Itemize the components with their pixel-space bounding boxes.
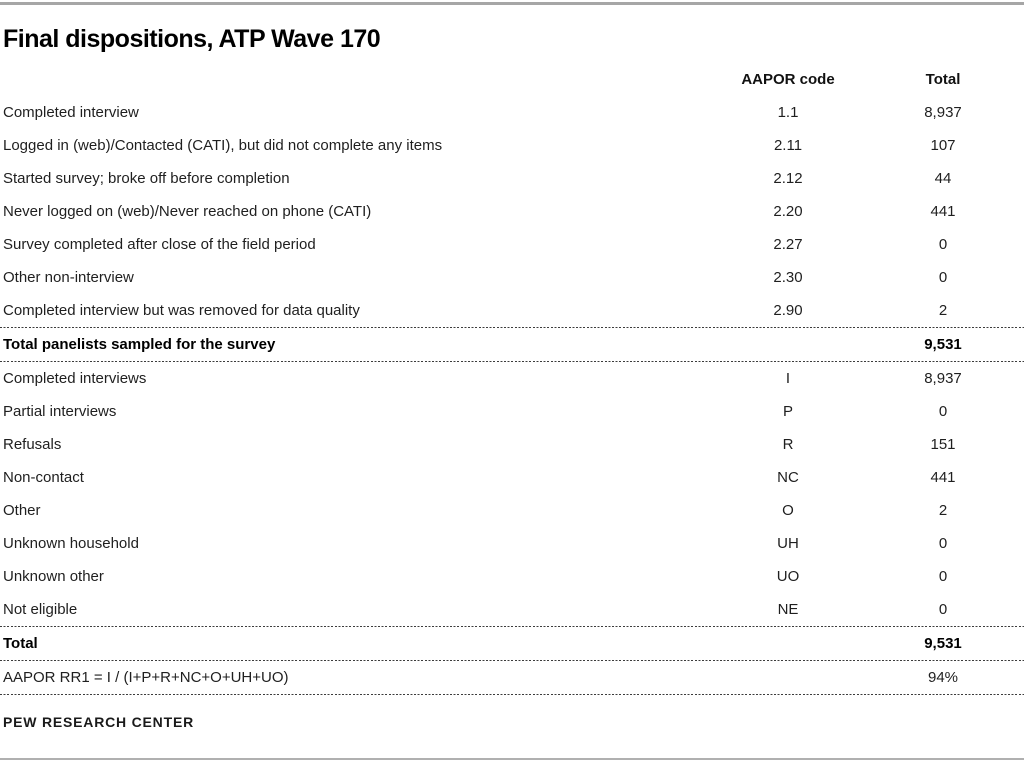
section-separator — [0, 694, 1024, 695]
row-total: 0 — [938, 269, 948, 286]
row-total: 9,531 — [924, 336, 962, 353]
table-row: Total 9,531 — [0, 627, 1024, 660]
row-aapor-code: NC — [777, 469, 799, 486]
row-aapor-code: UH — [777, 535, 799, 552]
table-row: AAPOR RR1 = I / (I+P+R+NC+O+UH+UO) 94% — [0, 661, 1024, 694]
row-label: Non-contact — [3, 469, 84, 486]
row-label: Completed interviews — [3, 370, 147, 387]
row-aapor-code: I — [785, 370, 791, 387]
row-total: 94% — [927, 669, 959, 686]
top-divider — [0, 2, 1024, 5]
row-label: Never logged on (web)/Never reached on p… — [3, 203, 372, 220]
row-total: 107 — [930, 137, 956, 154]
row-aapor-code: 1.1 — [777, 104, 799, 121]
header-aapor-code: AAPOR code — [741, 70, 835, 88]
row-label: Total panelists sampled for the survey — [3, 336, 276, 353]
row-total: 441 — [930, 203, 956, 220]
row-total: 151 — [930, 436, 956, 453]
row-aapor-code: 2.12 — [773, 170, 803, 187]
row-aapor-code: 2.27 — [773, 236, 803, 253]
row-label: Partial interviews — [3, 403, 117, 420]
row-label: AAPOR RR1 = I / (I+P+R+NC+O+UH+UO) — [3, 669, 289, 686]
row-label: Not eligible — [3, 601, 78, 618]
row-label: Survey completed after close of the fiel… — [3, 236, 316, 253]
row-total: 0 — [938, 403, 948, 420]
section-separator — [0, 361, 1024, 362]
dispositions-table: AAPOR code Total Completed interview 1.1… — [0, 62, 1024, 695]
section-separator — [0, 327, 1024, 328]
row-aapor-code: 2.90 — [773, 302, 803, 319]
row-label: Completed interview but was removed for … — [3, 302, 360, 319]
row-total: 0 — [938, 535, 948, 552]
source-footer: PEW RESEARCH CENTER — [3, 714, 194, 730]
row-total: 44 — [934, 170, 952, 187]
row-aapor-code: NE — [777, 601, 799, 618]
header-total: Total — [925, 70, 961, 88]
table-row: Unknown other UO 0 — [0, 560, 1024, 593]
row-total: 0 — [938, 236, 948, 253]
row-total: 9,531 — [924, 635, 962, 652]
row-label: Other — [3, 502, 41, 519]
row-label: Other non-interview — [3, 269, 134, 286]
table-row: Completed interview but was removed for … — [0, 294, 1024, 327]
table-body: Completed interview 1.1 8,937 Logged in … — [0, 96, 1024, 695]
row-total: 0 — [938, 601, 948, 618]
table-row: Started survey; broke off before complet… — [0, 162, 1024, 195]
table-row: Logged in (web)/Contacted (CATI), but di… — [0, 129, 1024, 162]
row-label: Logged in (web)/Contacted (CATI), but di… — [3, 137, 443, 154]
row-total: 8,937 — [924, 370, 962, 387]
row-total: 2 — [938, 302, 948, 319]
row-aapor-code: R — [782, 436, 794, 453]
row-aapor-code: 2.20 — [773, 203, 803, 220]
row-aapor-code: P — [782, 403, 793, 420]
row-total: 8,937 — [924, 104, 962, 121]
table-header-row: AAPOR code Total — [0, 62, 1024, 96]
row-total: 2 — [938, 502, 948, 519]
table-row: Total panelists sampled for the survey 9… — [0, 328, 1024, 361]
table-row: Other non-interview 2.30 0 — [0, 261, 1024, 294]
row-aapor-code: 2.30 — [773, 269, 803, 286]
table-row: Completed interviews I 8,937 — [0, 362, 1024, 395]
table-row: Never logged on (web)/Never reached on p… — [0, 195, 1024, 228]
table-row: Unknown household UH 0 — [0, 527, 1024, 560]
table-row: Other O 2 — [0, 494, 1024, 527]
row-aapor-code: UO — [776, 568, 800, 585]
row-label: Total — [3, 635, 38, 652]
section-separator — [0, 626, 1024, 627]
bottom-divider — [0, 758, 1024, 760]
table-row: Non-contact NC 441 — [0, 461, 1024, 494]
table-row: Completed interview 1.1 8,937 — [0, 96, 1024, 129]
row-total: 0 — [938, 568, 948, 585]
table-row: Not eligible NE 0 — [0, 593, 1024, 626]
row-label: Unknown household — [3, 535, 139, 552]
table-title: Final dispositions, ATP Wave 170 — [3, 25, 381, 53]
row-aapor-code: 2.11 — [773, 137, 803, 154]
row-total: 441 — [930, 469, 956, 486]
row-label: Completed interview — [3, 104, 139, 121]
section-separator — [0, 660, 1024, 661]
row-label: Unknown other — [3, 568, 104, 585]
table-row: Partial interviews P 0 — [0, 395, 1024, 428]
row-label: Started survey; broke off before complet… — [3, 170, 290, 187]
row-label: Refusals — [3, 436, 62, 453]
table-row: Refusals R 151 — [0, 428, 1024, 461]
row-aapor-code: O — [782, 502, 794, 519]
table-row: Survey completed after close of the fiel… — [0, 228, 1024, 261]
